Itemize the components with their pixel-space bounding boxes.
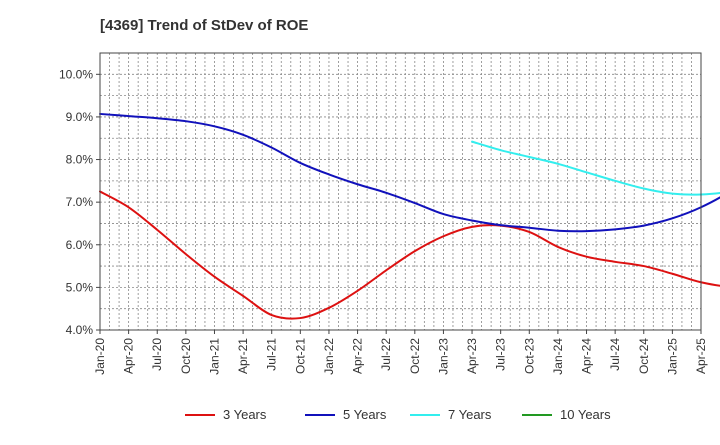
x-tick-label: Jan-22: [322, 338, 336, 375]
y-tick-label: 7.0%: [66, 195, 94, 209]
x-tick-label: Jul-23: [494, 338, 508, 371]
x-axis: Jan-20 Apr-20 Jul-20 Oct-20 Jan-21 Apr-21 Jul-…: [93, 330, 708, 375]
chart-title: [4369] Trend of StDev of ROE: [100, 17, 308, 34]
y-tick-label: 8.0%: [66, 153, 94, 167]
plot-frame: [99, 52, 702, 331]
x-tick-label: Jul-20: [150, 338, 164, 371]
x-tick-label: Apr-23: [465, 338, 479, 374]
grid: [100, 52, 701, 331]
x-tick-label: Apr-24: [580, 338, 594, 374]
x-tick-label: Apr-25: [694, 338, 708, 374]
y-axis: 4.0% 5.0% 6.0% 7.0% 8.0% 9.0% 10.0%: [59, 67, 100, 337]
y-tick-label: 6.0%: [66, 238, 94, 252]
legend: 3 Years 5 Years 7 Years 10 Years: [185, 407, 611, 422]
legend-label-5-years: 5 Years: [343, 407, 387, 422]
x-tick-label: Apr-21: [236, 338, 250, 374]
x-tick-label: Jul-24: [608, 338, 622, 371]
y-tick-label: 9.0%: [66, 110, 94, 124]
x-tick-label: Jul-21: [265, 338, 279, 371]
legend-label-10-years: 10 Years: [560, 407, 611, 422]
y-tick-label: 5.0%: [66, 280, 94, 294]
x-tick-label: Apr-22: [351, 338, 365, 374]
x-tick-label: Oct-24: [637, 338, 651, 374]
x-tick-label: Jan-21: [207, 338, 221, 375]
x-tick-label: Oct-22: [408, 338, 422, 374]
x-tick-label: Jan-23: [436, 338, 450, 375]
x-tick-label: Apr-20: [122, 338, 136, 374]
x-tick-label: Oct-23: [522, 338, 536, 374]
x-tick-label: Jan-24: [551, 338, 565, 375]
x-tick-label: Jan-20: [93, 338, 107, 375]
x-tick-label: Oct-21: [293, 338, 307, 374]
plot-border: [99, 52, 702, 331]
series-line-3-years: [99, 190, 720, 320]
legend-label-7-years: 7 Years: [448, 407, 492, 422]
x-tick-label: Jul-22: [379, 338, 393, 371]
x-tick-label: Oct-20: [179, 338, 193, 374]
y-tick-label: 10.0%: [59, 67, 93, 81]
legend-label-3-years: 3 Years: [223, 407, 267, 422]
series-lines: [99, 112, 720, 320]
y-tick-label: 4.0%: [66, 323, 94, 337]
x-tick-label: Jan-25: [665, 338, 679, 375]
series-line-7-years: [471, 140, 720, 196]
series-line-5-years: [99, 112, 720, 233]
